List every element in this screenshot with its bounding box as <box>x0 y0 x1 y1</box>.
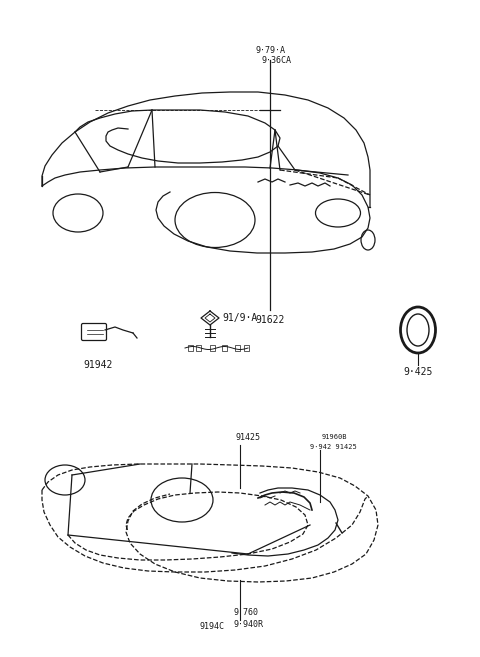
Text: 91622: 91622 <box>255 315 285 325</box>
Bar <box>244 345 249 351</box>
Text: 9·79·A: 9·79·A <box>255 46 285 55</box>
Text: 91/9·A: 91/9·A <box>222 313 257 323</box>
Text: 9194C: 9194C <box>200 622 225 631</box>
Text: 9·425: 9·425 <box>403 367 432 377</box>
Text: 91960B: 91960B <box>322 434 348 440</box>
Text: 9·36CA: 9·36CA <box>262 56 292 65</box>
Text: 9·760: 9·760 <box>234 608 259 617</box>
Text: 91425: 91425 <box>235 433 260 442</box>
Bar <box>188 345 193 351</box>
Text: 91942: 91942 <box>83 360 112 370</box>
Bar <box>210 345 215 351</box>
Bar <box>196 345 201 351</box>
Text: 9·942 91425: 9·942 91425 <box>310 444 357 450</box>
Bar <box>235 345 240 351</box>
Text: 9·940R: 9·940R <box>234 620 264 629</box>
Bar <box>222 345 227 351</box>
